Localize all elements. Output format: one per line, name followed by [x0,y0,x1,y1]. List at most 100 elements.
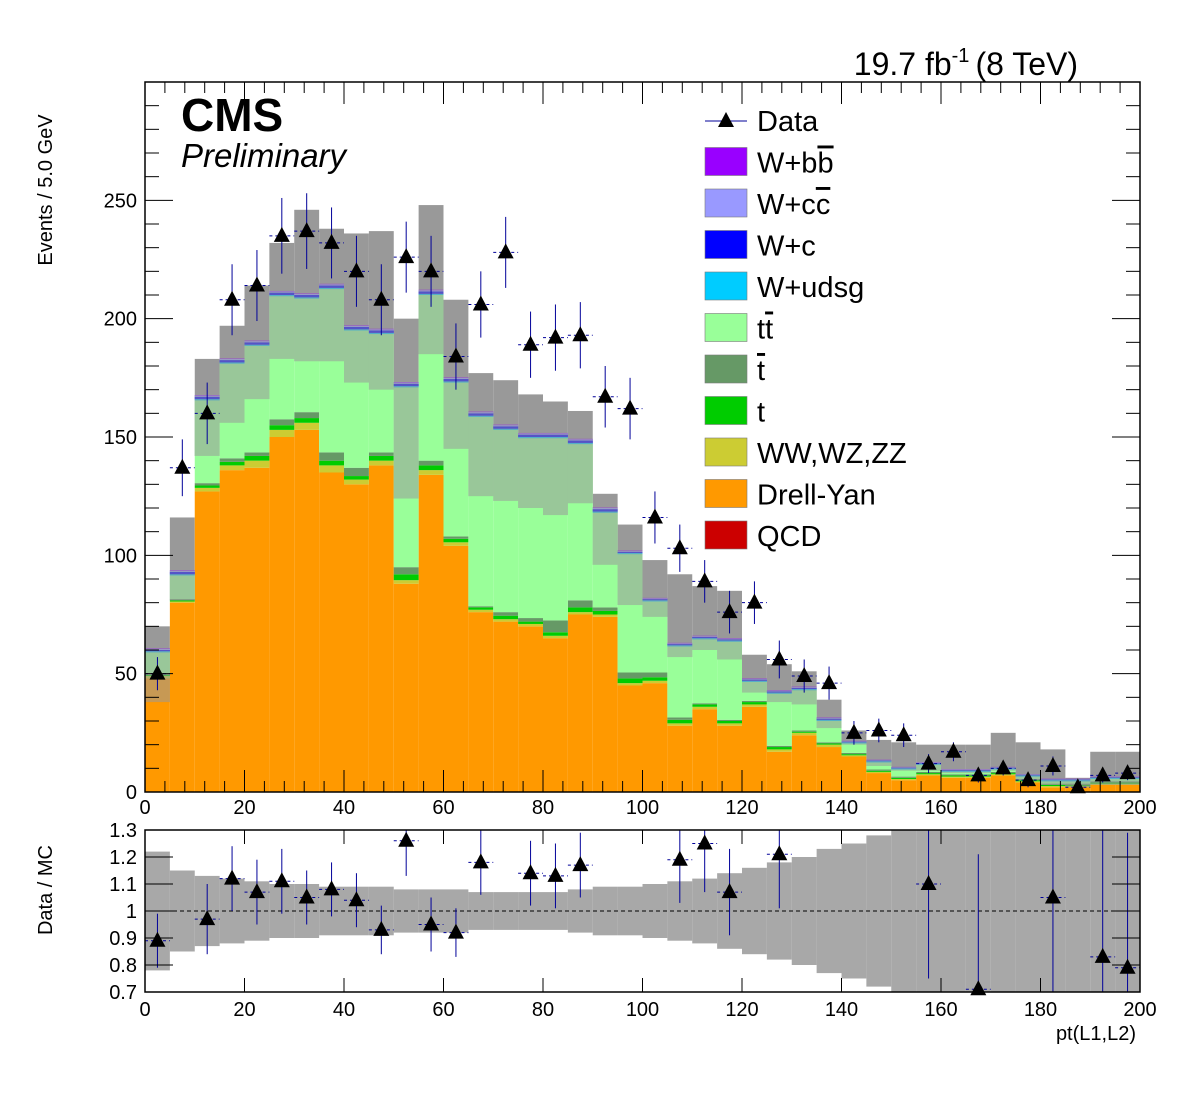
ratio-data-point [721,883,738,899]
stack-bar-dy [468,612,494,792]
main-data-point [1094,766,1111,782]
stack-bar-dy [269,437,295,792]
stack-bar-t [617,678,643,684]
stack-bar-dy [443,545,469,792]
ratio-x-tick-label: 0 [139,999,150,1021]
ratio-data-point [472,853,489,869]
main-uncertainty-overlay [791,686,817,705]
main-axes: 0 20 40 60 80 100 120 140 160 180 200 0 50 100 150 200 2… [104,82,1157,819]
stack-bar-t [916,773,941,775]
stack-bar-diboson [319,465,344,473]
main-uncertainty-overlay [1115,776,1140,785]
main-y-axis-title: Events / 5.0 GeV [35,114,57,266]
stack-bar-tbar [617,672,643,679]
stack-bar-dy [518,626,543,792]
stack-bar-t [717,721,742,724]
legend-swatch-wudsg [704,271,748,301]
main-data-point [348,262,365,278]
stack-bar-t [368,455,394,461]
ratio-data-point [298,888,315,904]
legend-label-dy: Drell-Yan [757,480,876,512]
main-y-tick-label: 250 [104,190,137,212]
stack-bar-dy [543,638,568,792]
main-data-points [145,193,1140,794]
stack-bar-t [443,538,469,543]
stack-bar-diboson [891,778,917,781]
main-data-point [273,226,290,242]
stack-bar-t [169,600,195,602]
legend-label-ttbar: tt [757,314,773,346]
main-uncertainty-overlay [766,690,792,703]
ratio-y-tick-label: 1.3 [109,820,137,842]
ratio-data-point [199,910,216,926]
stack-bar-dy [219,470,245,792]
stack-bar-dy [344,484,369,792]
ratio-y-tick-label: 0.7 [109,982,137,1004]
main-data-point [970,766,987,782]
main-uncertainty-overlay [393,382,419,499]
main-uncertainty-overlay [269,290,295,359]
ratio-x-tick-label: 40 [333,999,355,1021]
main-uncertainty-overlay [244,340,270,400]
stack-bar-diboson [518,623,543,627]
stack-bar-diboson [418,470,444,475]
stack-bar-dy [916,775,941,792]
svg-text:19.7 fb-1(8 TeV): 19.7 fb-1 (8 TeV) [854,45,1078,82]
stack-bar-diboson [269,429,295,437]
ratio-data-point [248,883,265,899]
ratio-y-tick-label: 0.9 [109,928,137,950]
ratio-data-point [547,866,564,882]
stack-bar-diboson [244,460,270,468]
legend-swatch-t [704,396,748,425]
legend-swatch-tbar [704,354,748,384]
main-data-point [796,667,813,683]
stack-bar-t [866,770,892,772]
main-data-point [821,674,838,690]
main-panel: 0 20 40 60 80 100 120 140 160 180 200 0 50 100 150 200 2… [35,81,1157,819]
stack-bar-dy [667,725,693,792]
ratio-panel: 0 20 40 60 80 100 120 140 160 180 200 0.7 0.8 0.9 1 1.1… [35,820,1157,1045]
stack-bar-diboson [169,601,195,603]
legend-label-data: Data [757,106,819,138]
stack-bar-ttbar [891,769,917,777]
main-uncertainty-overlay [667,642,693,658]
main-uncertainty-overlay [617,550,643,606]
stack-bar-dy [418,474,444,792]
stack-bar-ttbar [766,693,792,746]
main-x-tick-label: 100 [626,797,659,819]
stack-bar-t [393,574,419,581]
stack-bar-dy [866,773,892,792]
legend-data-marker [718,112,734,127]
stack-bar-tbar [667,717,693,720]
ratio-y-tick-label: 1.2 [109,847,137,869]
main-x-tick-label: 0 [139,797,150,819]
stack-bar-diboson [543,635,568,639]
main-data-point [199,404,216,420]
stack-bar-tbar [493,612,519,616]
main-uncertainty-overlay [891,766,917,771]
main-data-point [995,759,1012,775]
stack-bar-dy [493,621,519,792]
stack-bar-diboson [368,460,394,466]
main-y-tick-label: 200 [104,309,137,331]
main-data-point [696,572,713,588]
stack-bar-t [543,632,568,636]
stack-bar-t [418,465,444,471]
stack-bar-diboson [493,619,519,622]
legend-swatch-wcc [704,188,748,218]
stack-bar-tbar [319,452,344,461]
stack-bar-diboson [742,704,767,707]
stack-bar-dy [816,747,842,792]
stack-bar-t [766,747,792,750]
ratio-x-tick-label: 60 [432,999,454,1021]
main-data-point [746,593,763,609]
main-uncertainty-overlay [319,283,344,362]
stack-bar-t [1040,784,1066,787]
legend-swatch-wbb [704,147,748,176]
stack-bar-dy [319,472,344,792]
main-data-point [646,508,663,524]
stack-bar-tbar [468,606,494,608]
stack-bar-t [592,610,618,615]
ratio-data-point [348,891,365,907]
